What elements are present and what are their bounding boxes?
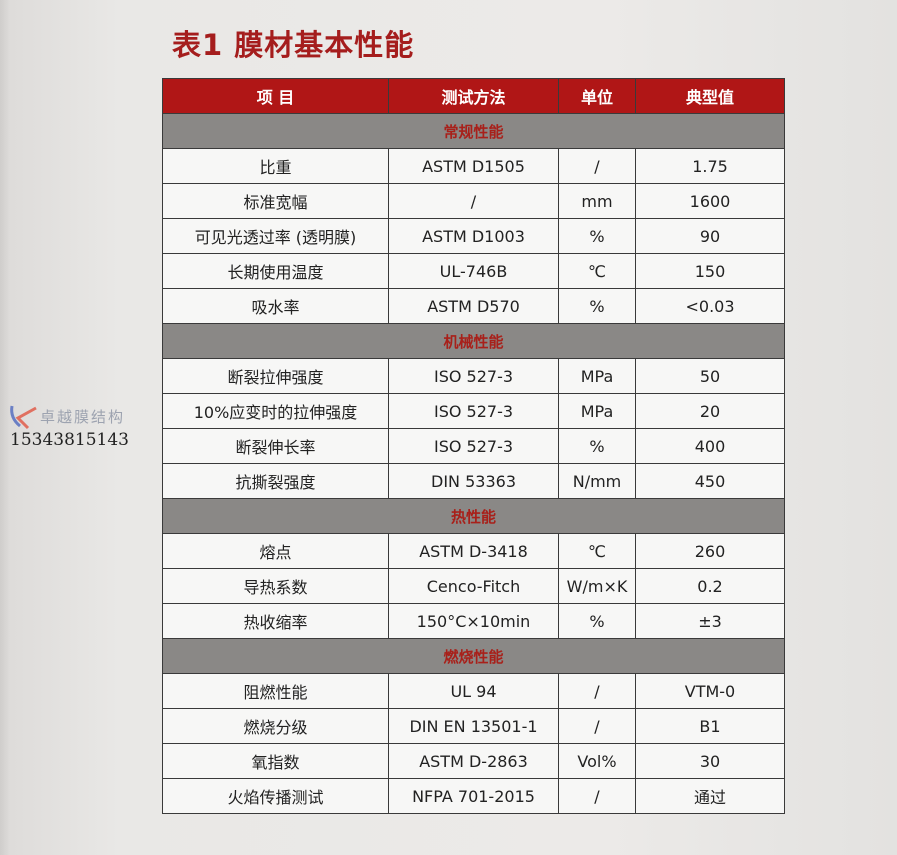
table-row: 热收缩率 150°C×10min% ±3 xyxy=(162,603,785,639)
cell-value: 90 xyxy=(635,218,785,254)
cell-method: 150°C×10min xyxy=(388,603,559,639)
cell-item: 阻燃性能 xyxy=(162,673,389,709)
cell-item: 标准宽幅 xyxy=(162,183,389,219)
cell-item: 热收缩率 xyxy=(162,603,389,639)
cell-item: 燃烧分级 xyxy=(162,708,389,744)
watermark: 卓越膜结构 15343815143 xyxy=(8,404,158,454)
cell-item: 断裂伸长率 xyxy=(162,428,389,464)
table-row: 氧指数 ASTM D-2863 Vol% 30 xyxy=(162,743,785,779)
table-header: 项 目 测试方法 单位 典型值 xyxy=(162,78,785,114)
table-row: 可见光透过率 (透明膜) ASTM D1003% 90 xyxy=(162,218,785,254)
cell-unit: % xyxy=(558,603,636,639)
section-row: 机械性能 xyxy=(162,323,785,359)
cell-method: ISO 527-3 xyxy=(388,393,559,429)
cell-value: 1.75 xyxy=(635,148,785,184)
cell-unit: % xyxy=(558,288,636,324)
cell-value: 20 xyxy=(635,393,785,429)
properties-table: 项 目 测试方法 单位 典型值 常规性能 比重 ASTM D1505/1.75 标准宽… xyxy=(162,78,785,814)
table-row: 燃烧分级 DIN EN 13501-1/B1 xyxy=(162,708,785,744)
cell-item: 10%应变时的拉伸强度 xyxy=(162,393,389,429)
cell-method: ASTM D1003 xyxy=(388,218,559,254)
section-row: 燃烧性能 xyxy=(162,638,785,674)
cell-unit: ℃ xyxy=(558,533,636,569)
section-row: 常规性能 xyxy=(162,113,785,149)
cell-item: 抗撕裂强度 xyxy=(162,463,389,499)
cell-value: 400 xyxy=(635,428,785,464)
section-row: 热性能 xyxy=(162,498,785,534)
cell-unit: / xyxy=(558,673,636,709)
cell-item: 长期使用温度 xyxy=(162,253,389,289)
header-value: 典型值 xyxy=(635,78,785,114)
watermark-phone: 15343815143 xyxy=(10,430,129,450)
table-row: 吸水率 ASTM D570% <0.03 xyxy=(162,288,785,324)
header-item: 项 目 xyxy=(162,78,389,114)
watermark-company: 卓越膜结构 xyxy=(40,408,126,426)
cell-unit: mm xyxy=(558,183,636,219)
cell-value: 50 xyxy=(635,358,785,394)
section-title: 常规性能 xyxy=(162,113,785,149)
cell-unit: / xyxy=(558,778,636,814)
header-unit: 单位 xyxy=(558,78,636,114)
cell-value: 150 xyxy=(635,253,785,289)
cell-method: DIN 53363 xyxy=(388,463,559,499)
cell-value: 0.2 xyxy=(635,568,785,604)
cell-method: ISO 527-3 xyxy=(388,358,559,394)
company-logo-icon xyxy=(10,405,37,430)
cell-value: 通过 xyxy=(635,778,785,814)
table-row: 阻燃性能 UL 94/VTM-0 xyxy=(162,673,785,709)
cell-item: 火焰传播测试 xyxy=(162,778,389,814)
cell-method: ASTM D-3418 xyxy=(388,533,559,569)
cell-method: UL 94 xyxy=(388,673,559,709)
cell-item: 氧指数 xyxy=(162,743,389,779)
cell-method: ASTM D570 xyxy=(388,288,559,324)
cell-method: / xyxy=(388,183,559,219)
table-row: 标准宽幅 / mm 1600 xyxy=(162,183,785,219)
cell-value: 30 xyxy=(635,743,785,779)
cell-item: 熔点 xyxy=(162,533,389,569)
cell-value: <0.03 xyxy=(635,288,785,324)
table-row: 熔点 ASTM D-3418 ℃ 260 xyxy=(162,533,785,569)
cell-method: NFPA 701-2015 xyxy=(388,778,559,814)
cell-method: UL-746B xyxy=(388,253,559,289)
table-row: 10%应变时的拉伸强度 ISO 527-3 MPa 20 xyxy=(162,393,785,429)
cell-unit: MPa xyxy=(558,393,636,429)
table-row: 断裂拉伸强度 ISO 527-3 MPa 50 xyxy=(162,358,785,394)
cell-item: 比重 xyxy=(162,148,389,184)
table-row: 比重 ASTM D1505/1.75 xyxy=(162,148,785,184)
cell-unit: Vol% xyxy=(558,743,636,779)
cell-unit: / xyxy=(558,708,636,744)
cell-method: ASTM D1505 xyxy=(388,148,559,184)
table-row: 长期使用温度 UL-746B ℃ 150 xyxy=(162,253,785,289)
cell-value: 260 xyxy=(635,533,785,569)
section-title: 燃烧性能 xyxy=(162,638,785,674)
header-method: 测试方法 xyxy=(388,78,559,114)
table-row: 导热系数 Cenco-Fitch W/m×K 0.2 xyxy=(162,568,785,604)
cell-method: ISO 527-3 xyxy=(388,428,559,464)
cell-value: 1600 xyxy=(635,183,785,219)
cell-method: Cenco-Fitch xyxy=(388,568,559,604)
cell-unit: W/m×K xyxy=(558,568,636,604)
page-title: 表1 膜材基本性能 xyxy=(172,28,415,62)
table-row: 断裂伸长率 ISO 527-3% 400 xyxy=(162,428,785,464)
section-title: 机械性能 xyxy=(162,323,785,359)
cell-unit: MPa xyxy=(558,358,636,394)
table-row: 抗撕裂强度 DIN 53363 N/mm 450 xyxy=(162,463,785,499)
cell-value: VTM-0 xyxy=(635,673,785,709)
cell-unit: N/mm xyxy=(558,463,636,499)
cell-method: ASTM D-2863 xyxy=(388,743,559,779)
cell-item: 断裂拉伸强度 xyxy=(162,358,389,394)
cell-item: 导热系数 xyxy=(162,568,389,604)
cell-value: ±3 xyxy=(635,603,785,639)
cell-item: 可见光透过率 (透明膜) xyxy=(162,218,389,254)
cell-value: B1 xyxy=(635,708,785,744)
cell-unit: / xyxy=(558,148,636,184)
cell-method: DIN EN 13501-1 xyxy=(388,708,559,744)
cell-item: 吸水率 xyxy=(162,288,389,324)
cell-unit: % xyxy=(558,428,636,464)
table-row: 火焰传播测试 NFPA 701-2015/通过 xyxy=(162,778,785,814)
cell-value: 450 xyxy=(635,463,785,499)
cell-unit: ℃ xyxy=(558,253,636,289)
section-title: 热性能 xyxy=(162,498,785,534)
cell-unit: % xyxy=(558,218,636,254)
